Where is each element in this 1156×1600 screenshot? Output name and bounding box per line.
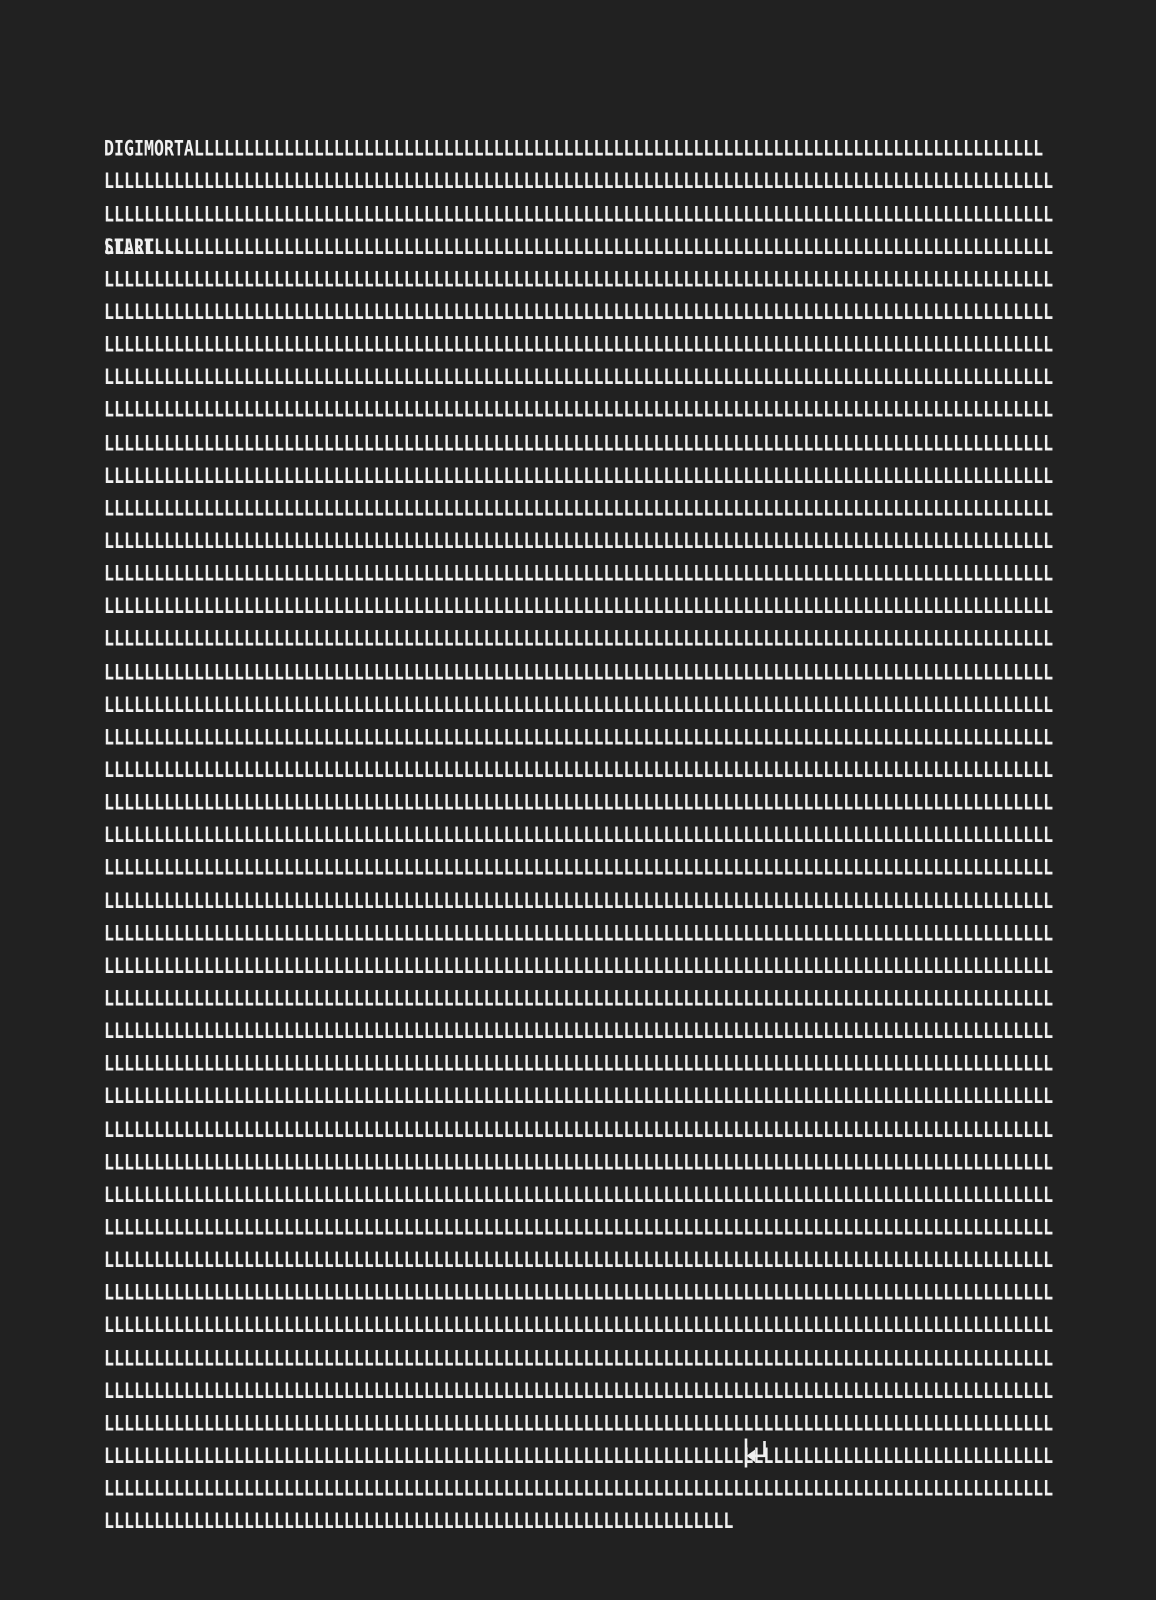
terminal-line: LLLLLLLLLLLLLLLLLLLLLLLLLLLLLLLLLLLLLLLL… — [104, 528, 1054, 554]
terminal-line: LLLLLLLLLLLLLLLLLLLLLLLLLLLLLLLLLLLLLLLL… — [104, 888, 1054, 913]
terminal-line: LLLLLLLLLLLLLLLLLLLLLLLLLLLLLLLLLLLLLLLL… — [104, 234, 1054, 260]
terminal-line: LLLLLLLLLLLLLLLLLLLLLLLLLLLLLLLLLLLLLLLL… — [104, 1018, 1054, 1044]
terminal-line: LLLLLLLLLLLLLLLLLLLLLLLLLLLLLLLLLLLLLLLL… — [104, 1508, 734, 1534]
terminal-line: LLLLLLLLLLLLLLLLLLLLLLLLLLLLLLLLLLLLLLLL… — [104, 822, 1054, 848]
terminal-line: LLLLLLLLLLLLLLLLLLLLLLLLLLLLLLLLLLLLLLLL… — [104, 365, 1054, 390]
terminal-line: LLLLLLLLLLLLLLLLLLLLLLLLLLLLLLLLLLLLLLLL… — [104, 724, 1054, 750]
terminal-line: LLLLLLLLLLLLLLLLLLLLLLLLLLLLLLLLLLLLLLLL… — [104, 397, 1054, 423]
terminal-line: DIGIMORTALLLLLLLLLLLLLLLLLLLLLLLLLLLLLLL… — [104, 136, 1044, 162]
terminal-lines: DIGIMORTALLLLLLLLLLLLLLLLLLLLLLLLLLLLLLL… — [104, 132, 1053, 1533]
terminal-line: LLLLLLLLLLLLLLLLLLLLLLLLLLLLLLLLLLLLLLLL… — [104, 495, 1054, 521]
terminal-line: LLLLLLLLLLLLLLLLLLLLLLLLLLLLLLLLLLLLLLLL… — [104, 267, 1054, 292]
terminal-line: LLLLLLLLLLLLLLLLLLLLLLLLLLLLLLLLLLLLLLLL… — [104, 463, 1054, 488]
terminal-line: LLLLLLLLLLLLLLLLLLLLLLLLLLLLLLLLLLLLLLLL… — [104, 920, 1054, 946]
terminal-line: LLLLLLLLLLLLLLLLLLLLLLLLLLLLLLLLLLLLLLLL… — [104, 299, 1054, 325]
terminal-line: LLLLLLLLLLLLLLLLLLLLLLLLLLLLLLLLLLLLLLLL… — [104, 430, 1054, 456]
terminal-line: LLLLLLLLLLLLLLLLLLLLLLLLLLLLLLLLLLLLLLLL… — [104, 1410, 1054, 1436]
terminal-line: LLLLLLLLLLLLLLLLLLLLLLLLLLLLLLLLLLLLLLLL… — [104, 201, 1054, 227]
terminal-line: LLLLLLLLLLLLLLLLLLLLLLLLLLLLLLLLLLLLLLLL… — [104, 855, 1054, 881]
terminal-line: LLLLLLLLLLLLLLLLLLLLLLLLLLLLLLLLLLLLLLLL… — [104, 1247, 1054, 1273]
terminal-line: LLLLLLLLLLLLLLLLLLLLLLLLLLLLLLLLLLLLLLLL… — [104, 789, 1054, 815]
terminal-line: LLLLLLLLLLLLLLLLLLLLLLLLLLLLLLLLLLLLLLLL… — [104, 1116, 1054, 1142]
terminal-line: LLLLLLLLLLLLLLLLLLLLLLLLLLLLLLLLLLLLLLLL… — [104, 1149, 1054, 1175]
terminal-line: LLLLLLLLLLLLLLLLLLLLLLLLLLLLLLLLLLLLLLLL… — [104, 691, 1054, 717]
terminal-line: LLLLLLLLLLLLLLLLLLLLLLLLLLLLLLLLLLLLLLLL… — [104, 953, 1054, 979]
terminal-line: LLLLLLLLLLLLLLLLLLLLLLLLLLLLLLLLLLLLLLLL… — [104, 659, 1054, 684]
terminal-line: LLLLLLLLLLLLLLLLLLLLLLLLLLLLLLLLLLLLLLLL… — [104, 1280, 1054, 1305]
terminal-line: LLLLLLLLLLLLLLLLLLLLLLLLLLLLLLLLLLLLLLLL… — [104, 757, 1054, 782]
terminal-line: LLLLLLLLLLLLLLLLLLLLLLLLLLLLLLLLLLLLLLLL… — [104, 1214, 1054, 1240]
terminal-output: DIGIMORTALLLLLLLLLLLLLLLLLLLLLLLLLLLLLLL… — [104, 67, 1053, 1533]
terminal-line: LLLLLLLLLLLLLLLLLLLLLLLLLLLLLLLLLLLLLLLL… — [104, 1182, 1054, 1207]
terminal-line: LLLLLLLLLLLLLLLLLLLLLLLLLLLLLLLLLLLLLLLL… — [104, 168, 1054, 194]
terminal-line: LLLLLLLLLLLLLLLLLLLLLLLLLLLLLLLLLLLLLLLL… — [104, 332, 1054, 358]
start-line: START... — [104, 234, 184, 260]
terminal-line: LLLLLLLLLLLLLLLLLLLLLLLLLLLLLLLLLLLLLLLL… — [104, 626, 1054, 652]
terminal-line: LLLLLLLLLLLLLLLLLLLLLLLLLLLLLLLLLLLLLLLL… — [104, 1476, 1054, 1502]
terminal-line: LLLLLLLLLLLLLLLLLLLLLLLLLLLLLLLLLLLLLLLL… — [104, 593, 1054, 619]
terminal-line: LLLLLLLLLLLLLLLLLLLLLLLLLLLLLLLLLLLLLLLL… — [104, 986, 1054, 1011]
terminal-line: LLLLLLLLLLLLLLLLLLLLLLLLLLLLLLLLLLLLLLLL… — [104, 561, 1054, 586]
terminal-line: LLLLLLLLLLLLLLLLLLLLLLLLLLLLLLLLLLLLLLLL… — [104, 1378, 1054, 1403]
terminal-line: LLLLLLLLLLLLLLLLLLLLLLLLLLLLLLLLLLLLLLLL… — [104, 1443, 1054, 1469]
terminal-line: LLLLLLLLLLLLLLLLLLLLLLLLLLLLLLLLLLLLLLLL… — [104, 1312, 1054, 1338]
terminal-line: LLLLLLLLLLLLLLLLLLLLLLLLLLLLLLLLLLLLLLLL… — [104, 1345, 1054, 1371]
return-icon — [743, 1438, 768, 1468]
terminal-line: LLLLLLLLLLLLLLLLLLLLLLLLLLLLLLLLLLLLLLLL… — [104, 1084, 1054, 1109]
terminal-line: LLLLLLLLLLLLLLLLLLLLLLLLLLLLLLLLLLLLLLLL… — [104, 1051, 1054, 1077]
